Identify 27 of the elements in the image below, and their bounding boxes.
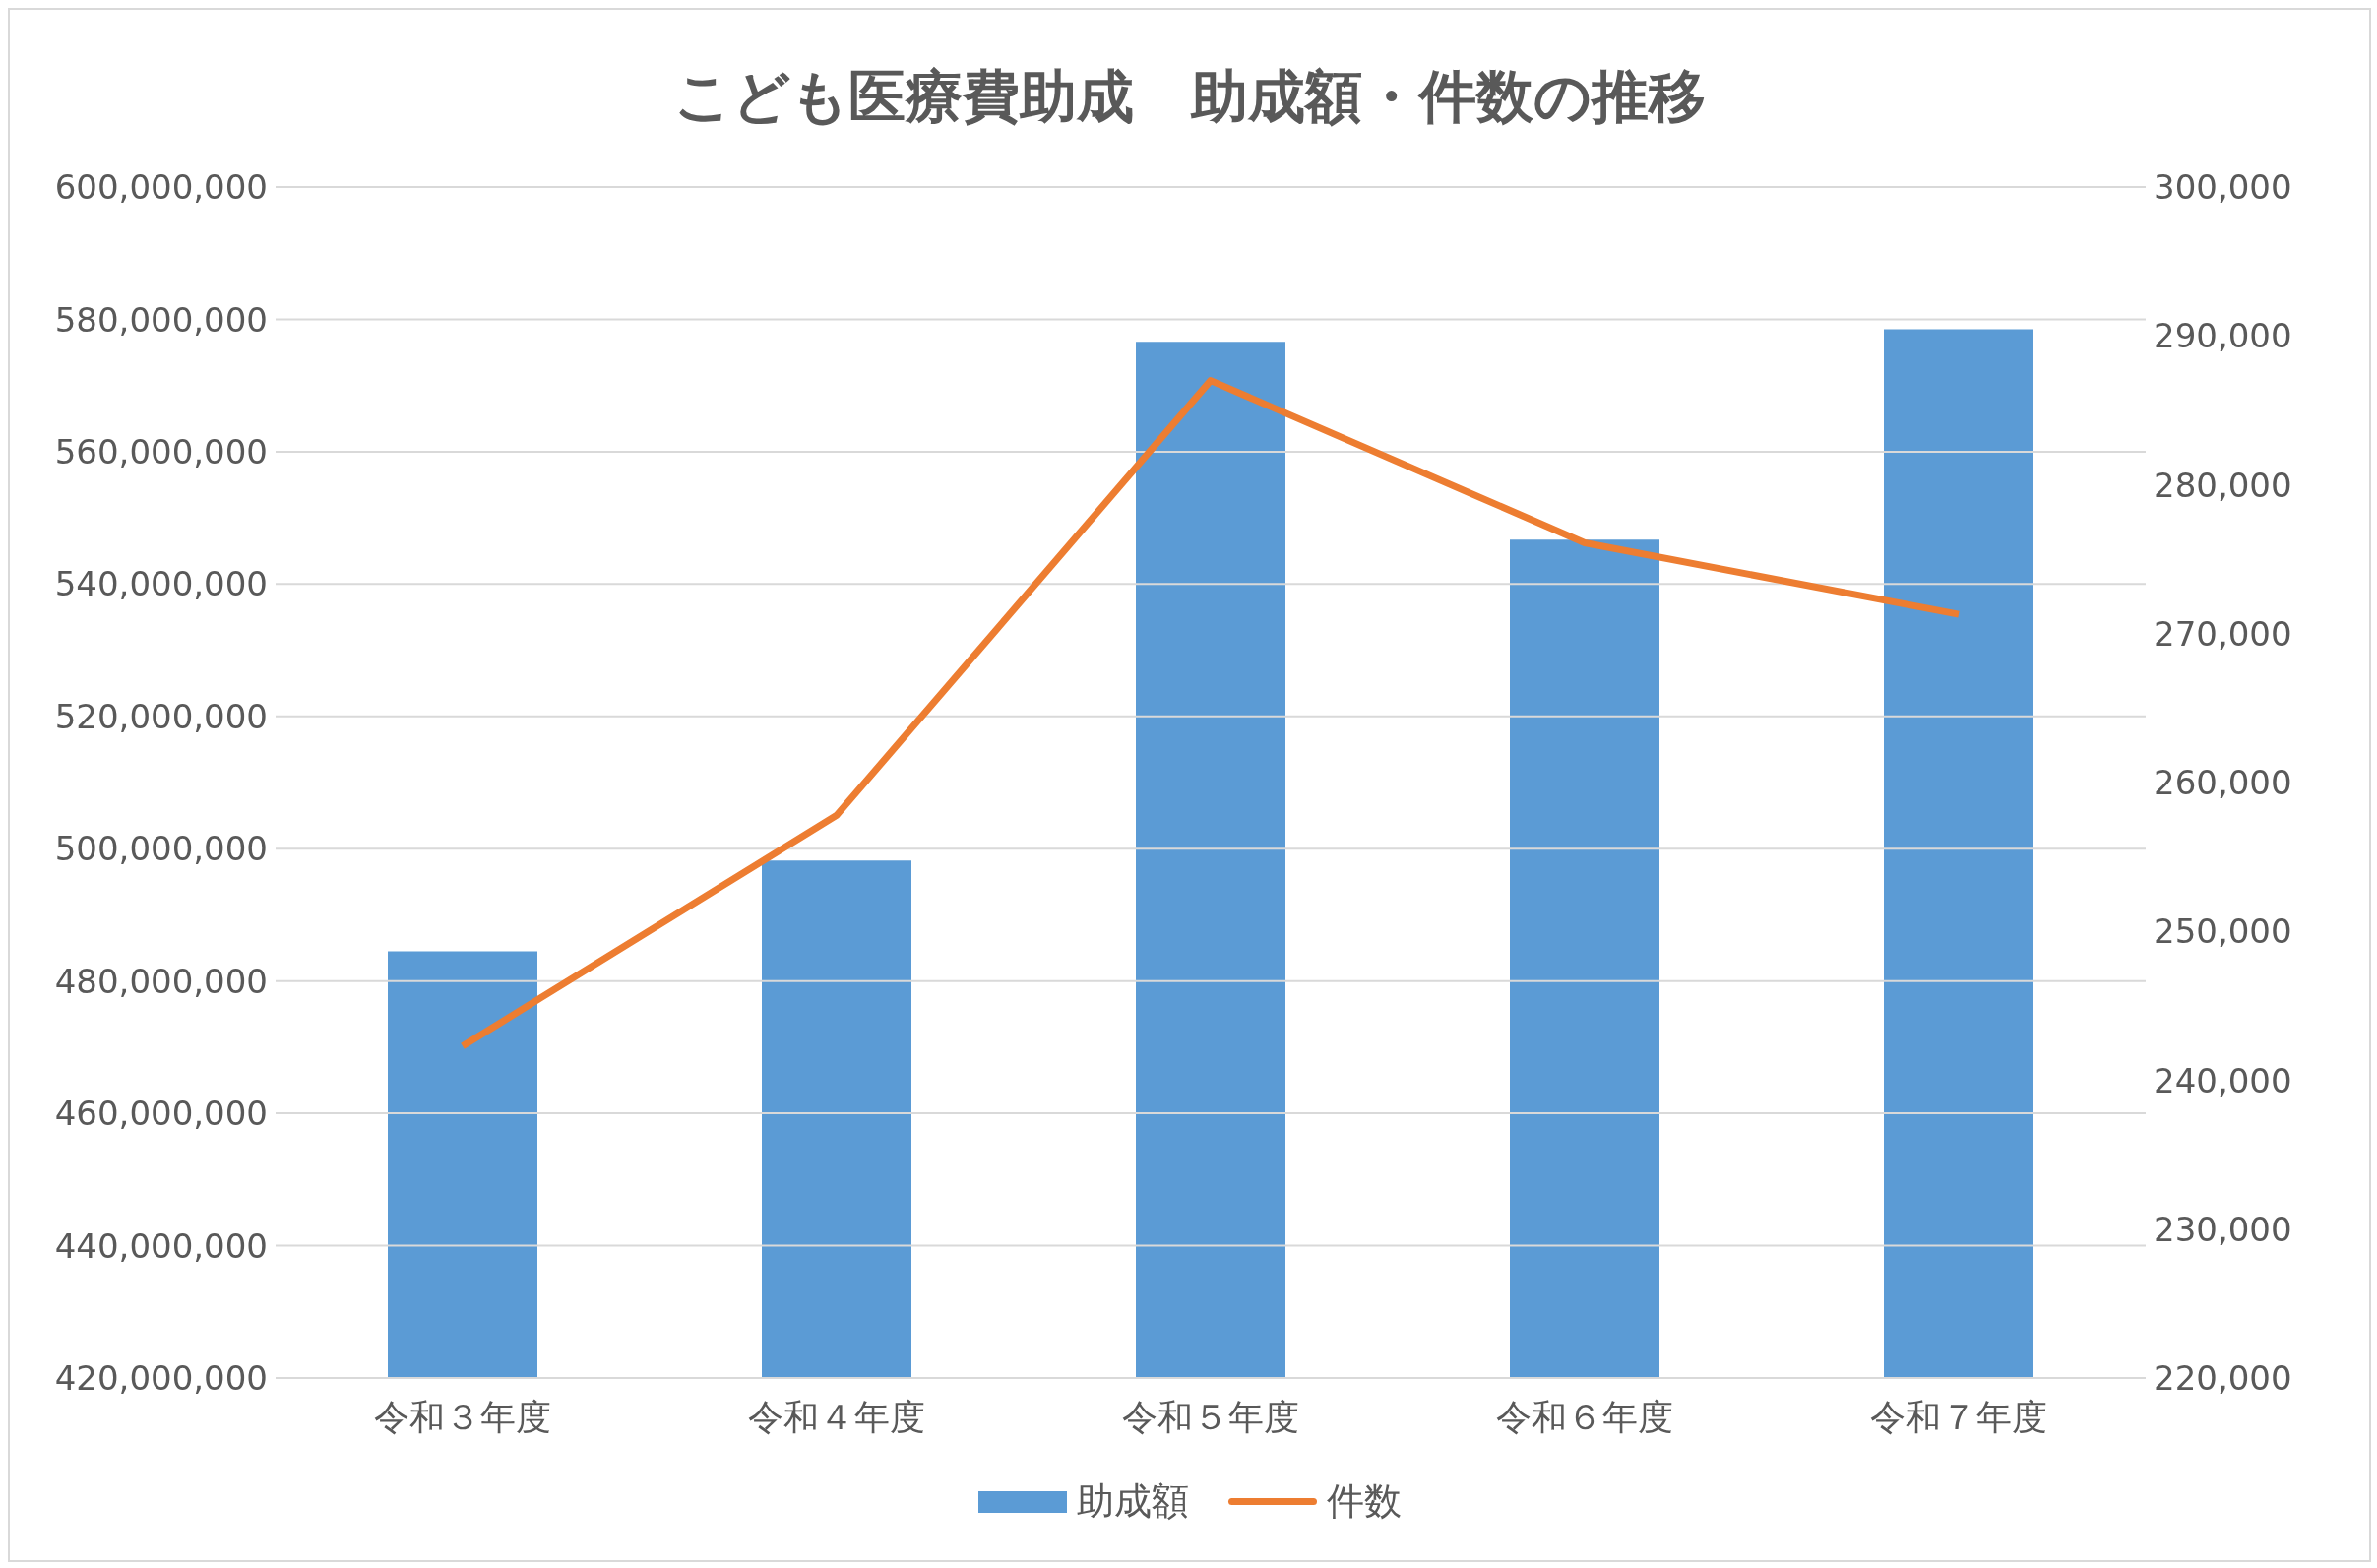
legend-label: 件数 <box>1326 1478 1402 1525</box>
y-tick-label: 480,000,000 <box>54 961 268 1001</box>
x-tick-label: 令和５年度 <box>1122 1396 1299 1437</box>
y2-tick-label: 220,000 <box>2154 1358 2292 1399</box>
y-tick-label: 420,000,000 <box>54 1358 268 1399</box>
y-tick-label: 600,000,000 <box>54 167 268 208</box>
x-tick-label: 令和４年度 <box>748 1396 925 1437</box>
y-tick-label: 460,000,000 <box>54 1094 268 1134</box>
chart-title: こども医療費助成 助成額・件数の推移 <box>672 62 1707 132</box>
y2-tick-label: 240,000 <box>2154 1060 2292 1100</box>
y-tick-label: 500,000,000 <box>54 829 268 869</box>
x-tick-label: 令和７年度 <box>1870 1396 2047 1437</box>
y-tick-label: 560,000,000 <box>54 431 268 471</box>
legend-label: 助成額 <box>1076 1478 1189 1525</box>
y2-tick-label: 230,000 <box>2154 1209 2292 1249</box>
x-tick-label: 令和６年度 <box>1496 1396 1673 1437</box>
y2-tick-label: 300,000 <box>2154 167 2292 208</box>
y-tick-label: 440,000,000 <box>54 1225 268 1266</box>
y-tick-label: 580,000,000 <box>54 299 268 340</box>
y-tick-label: 520,000,000 <box>54 696 268 736</box>
y2-tick-label: 270,000 <box>2154 613 2292 654</box>
x-tick-label: 令和３年度 <box>374 1396 551 1437</box>
y2-tick-label: 280,000 <box>2154 465 2292 505</box>
y2-tick-label: 260,000 <box>2154 763 2292 803</box>
y2-tick-label: 290,000 <box>2154 316 2292 356</box>
y2-tick-label: 250,000 <box>2154 911 2292 952</box>
y-tick-label: 540,000,000 <box>54 564 268 604</box>
